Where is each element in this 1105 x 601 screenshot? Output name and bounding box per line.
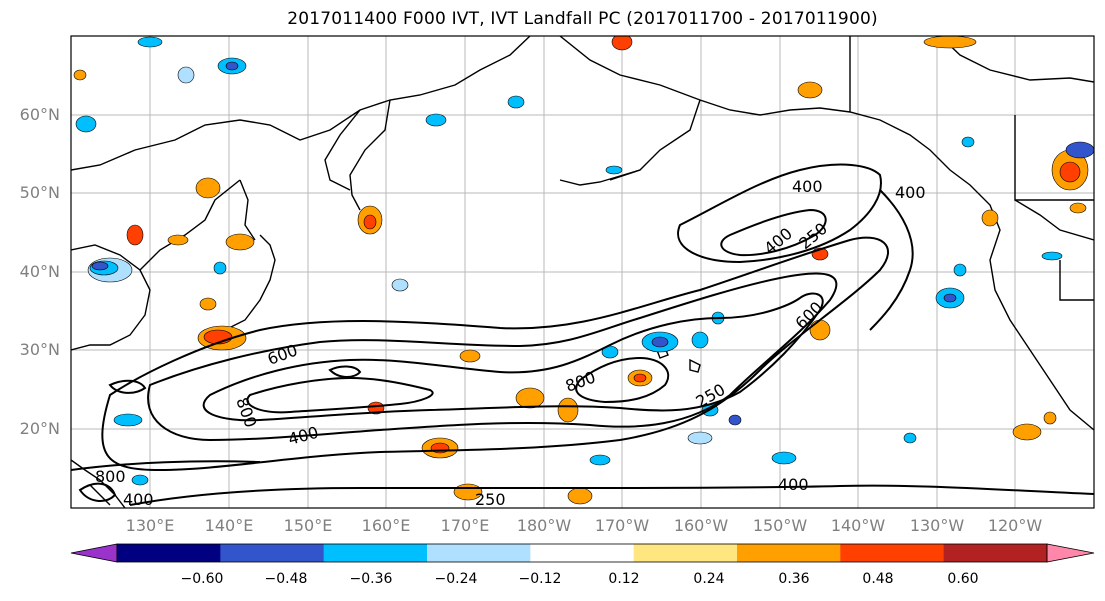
lat-tick-label: 30°N <box>19 340 60 359</box>
lat-tick-label: 60°N <box>19 105 60 124</box>
contour-label: 400 <box>792 177 823 196</box>
colorbar-bin <box>117 544 221 562</box>
colorbar-tick-label: −0.60 <box>180 571 224 587</box>
lat-tick-label: 20°N <box>19 419 60 438</box>
lon-tick-label: 150°E <box>283 516 333 535</box>
lon-tick-label: 170°W <box>594 516 650 535</box>
colorbar-bin <box>737 544 841 562</box>
colorbar-bin <box>633 544 738 562</box>
map-title: 2017011400 F000 IVT, IVT Landfall PC (20… <box>287 9 878 29</box>
colorbar-tick-label: 0.12 <box>608 571 640 587</box>
lon-tick-label: 140°E <box>204 516 254 535</box>
contour-label: 400 <box>778 475 809 494</box>
ivt-contours <box>71 163 1094 506</box>
contour-label: 800 <box>95 467 126 486</box>
colorbar-bin <box>220 544 325 562</box>
colorbar-tick-label: 0.48 <box>862 571 894 587</box>
colorbar-bin <box>323 544 428 562</box>
lon-tick-label: 170°E <box>440 516 490 535</box>
colorbar-bin <box>840 544 945 562</box>
lon-tick-label: 160°E <box>361 516 411 535</box>
lon-tick-label: 180°W <box>516 516 572 535</box>
colorbar-tick-label: 0.36 <box>778 571 810 587</box>
lon-tick-label: 130°W <box>909 516 965 535</box>
colorbar-tick-label: −0.12 <box>518 571 562 587</box>
lat-tick-label: 40°N <box>19 262 60 281</box>
lat-tick-label: 50°N <box>19 183 60 202</box>
colorbar-tick-label: −0.24 <box>434 571 478 587</box>
plot-frame <box>70 35 1095 509</box>
contour-label: 400 <box>895 183 926 202</box>
lon-tick-label: 160°W <box>673 516 729 535</box>
colorbar-tick-label: −0.48 <box>264 571 308 587</box>
lon-tick-label: 120°W <box>987 516 1043 535</box>
ivt-anomaly-shading <box>73 36 1094 505</box>
colorbar-bin <box>943 544 1048 562</box>
coastlines <box>71 36 1094 508</box>
colorbar-frame <box>116 543 1048 563</box>
colorbar-bin <box>530 544 635 562</box>
lon-tick-label: 150°W <box>752 516 808 535</box>
colorbar-extend-min <box>70 543 118 563</box>
colorbar-tick-label: 0.60 <box>947 571 979 587</box>
colorbar-tick-label: 0.24 <box>693 571 725 587</box>
colorbar-tick-label: −0.36 <box>349 571 393 587</box>
contour-label: 250 <box>475 490 506 509</box>
colorbar-extend-max <box>1046 543 1095 563</box>
contour-label: 400 <box>123 490 154 509</box>
lon-tick-label: 130°E <box>125 516 175 535</box>
colorbar <box>70 543 1095 563</box>
lon-tick-label: 140°W <box>830 516 886 535</box>
colorbar-bin <box>427 544 531 562</box>
